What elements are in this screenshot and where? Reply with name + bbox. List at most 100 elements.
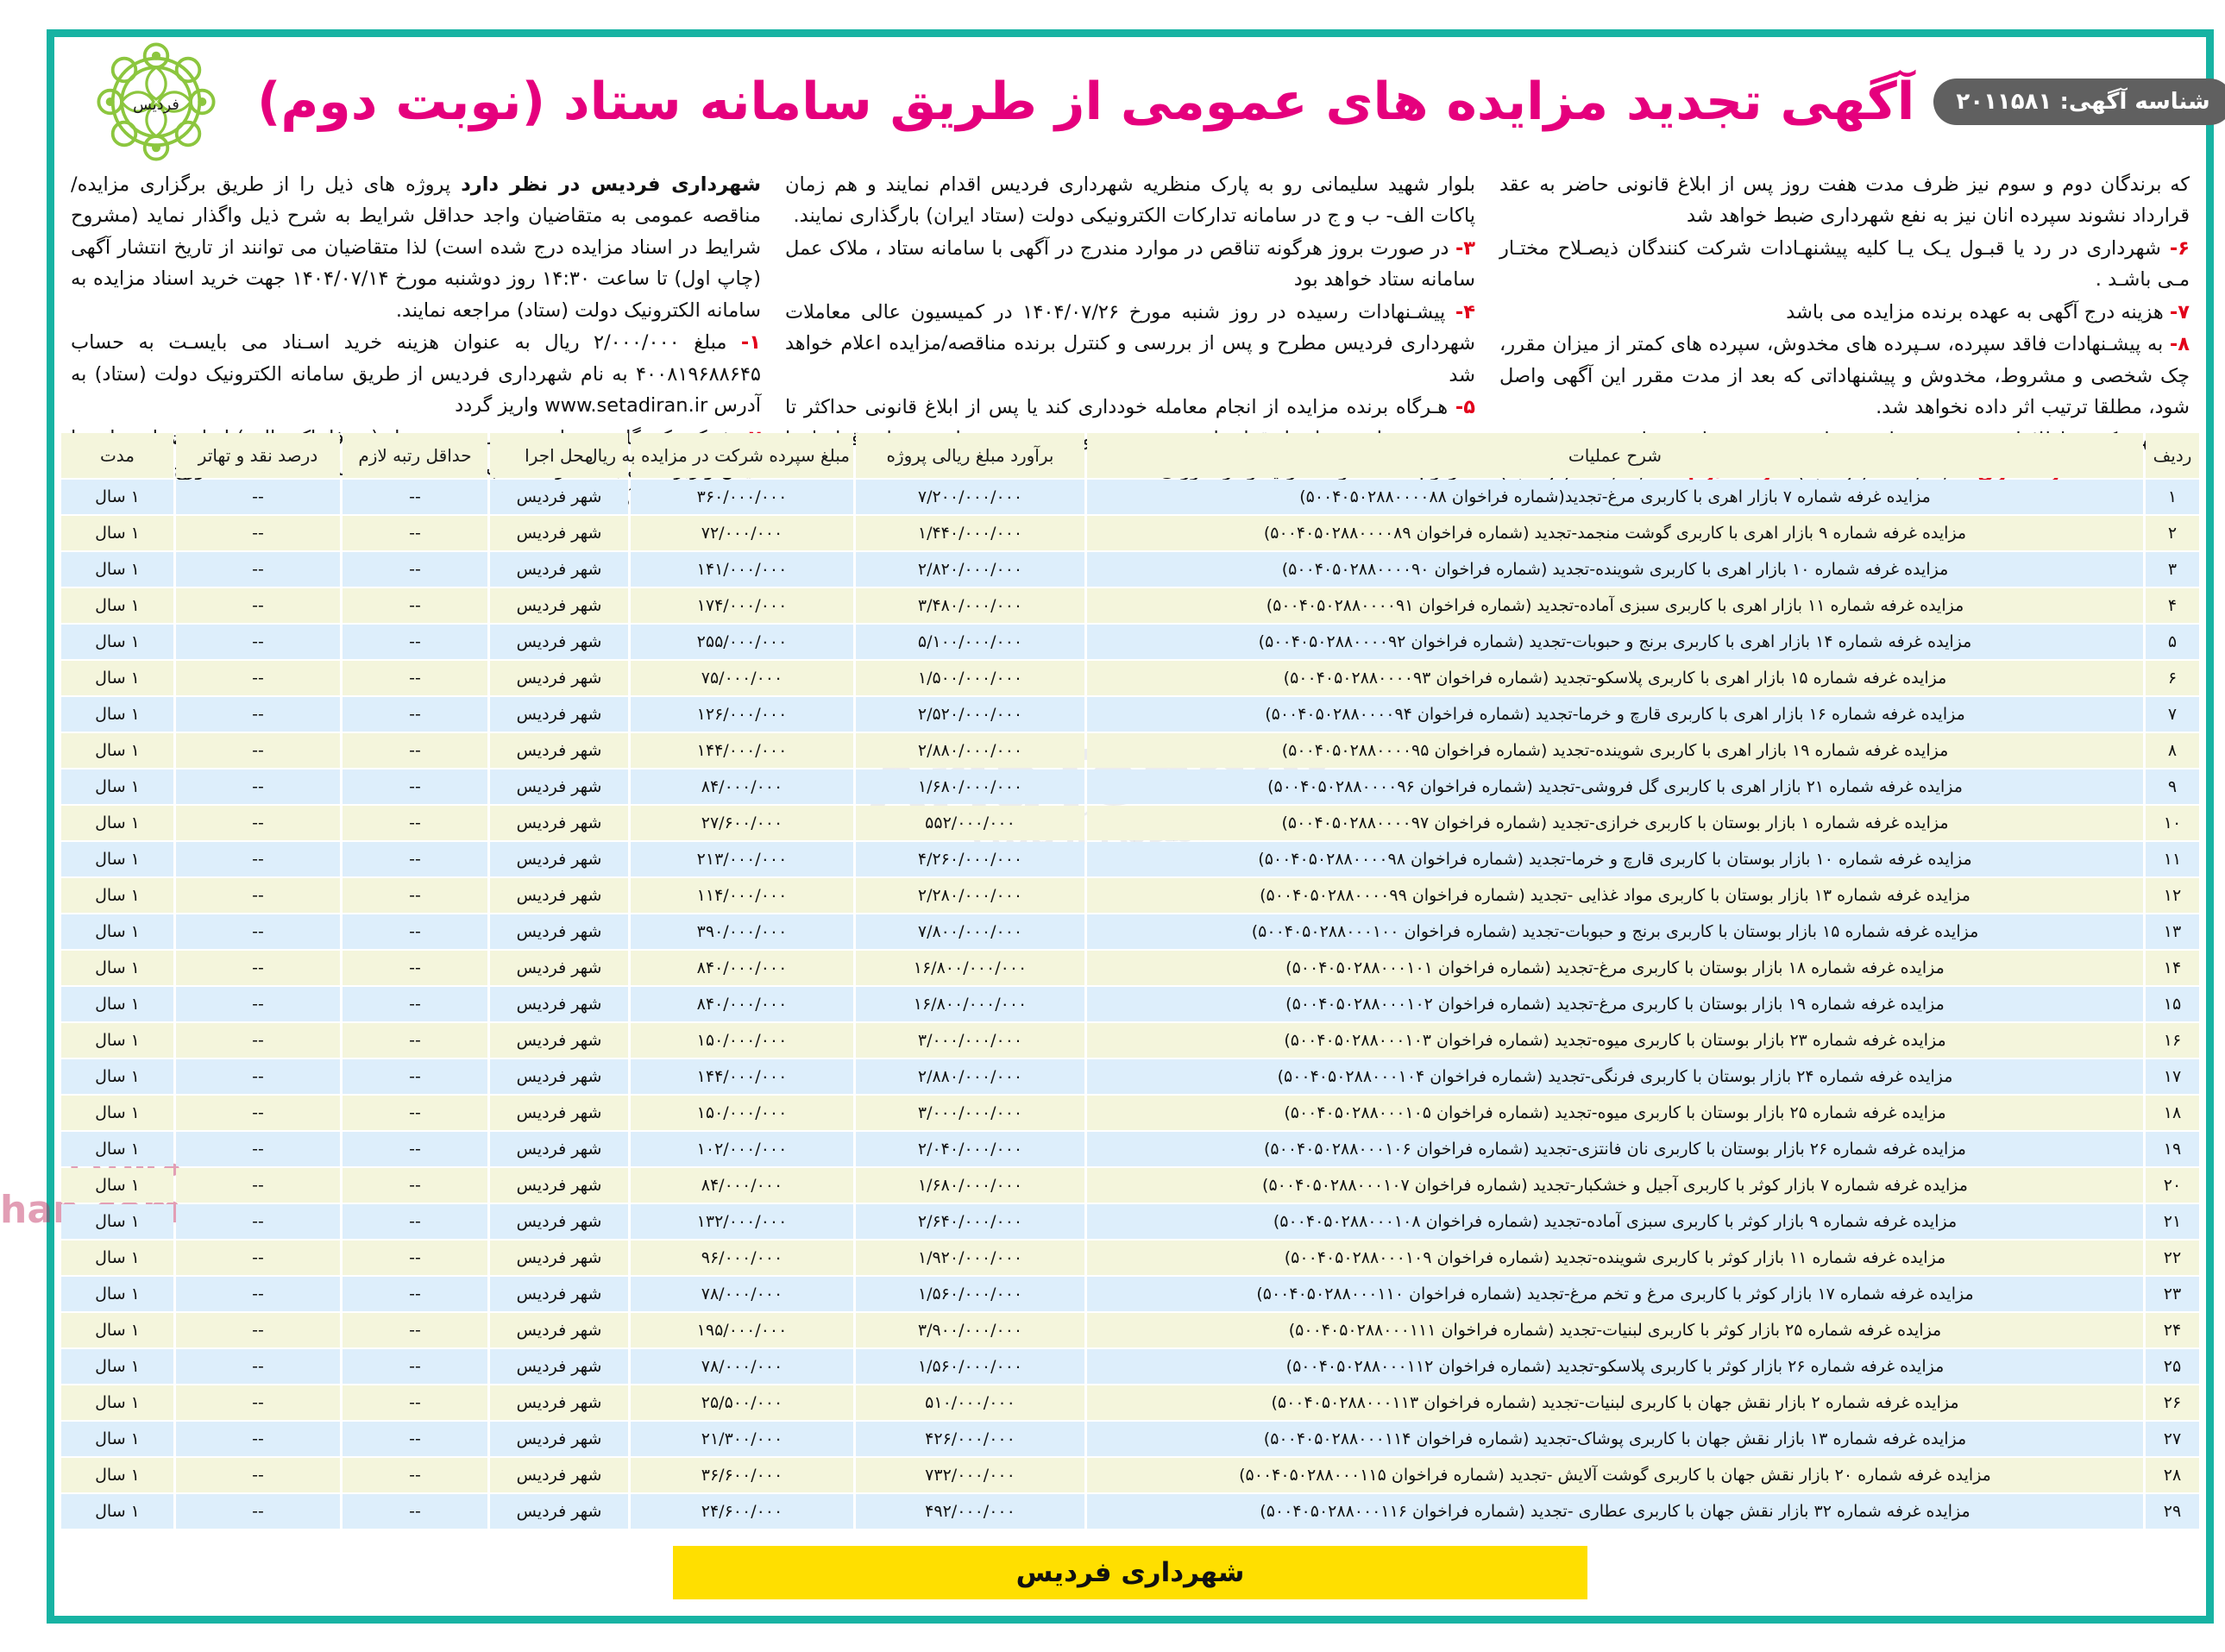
cell-estimate: ۱۶/۸۰۰/۰۰۰/۰۰۰ [839, 951, 1067, 985]
cell-cash-percent: -- [159, 733, 323, 768]
cell-description: مزایده غرفه شماره ۱۸ بازار بوستان با کار… [1070, 951, 2126, 985]
cell-description: مزایده غرفه شماره ۱۹ بازار اهری با کاربر… [1070, 733, 2126, 768]
cell-description: مزایده غرفه شماره ۲۴ بازار بوستان با کار… [1070, 1059, 2126, 1094]
announcement-id-badge: شناسه آگهی: ۲۰۱۱۵۸۱ [1916, 79, 2215, 125]
cell-estimate: ۲/۸۸۰/۰۰۰/۰۰۰ [839, 1059, 1067, 1094]
cell-deposit: ۱۲۶/۰۰۰/۰۰۰ [613, 697, 836, 732]
cell-duration: ۱ سال [44, 1313, 156, 1347]
cell-description: مزایده غرفه شماره ۲۵ بازار بوستان با کار… [1070, 1096, 2126, 1130]
table-row: ۳ مزایده غرفه شماره ۱۰ بازار اهری با کارب… [44, 552, 2182, 587]
cell-location: شهر فردیس [473, 733, 611, 768]
cell-location: شهر فردیس [473, 1458, 611, 1492]
cell-estimate: ۴/۲۶۰/۰۰۰/۰۰۰ [839, 842, 1067, 876]
table-body: ۱ مزایده غرفه شماره ۷ بازار اهری با کاربر… [44, 480, 2182, 1529]
cell-estimate: ۳/۹۰۰/۰۰۰/۰۰۰ [839, 1313, 1067, 1347]
cell-estimate: ۱۶/۸۰۰/۰۰۰/۰۰۰ [839, 987, 1067, 1021]
cell-estimate: ۲/۵۲۰/۰۰۰/۰۰۰ [839, 697, 1067, 732]
cell-description: مزایده غرفه شماره ۱۰ بازار اهری با کاربر… [1070, 552, 2126, 587]
cell-radif: ۲۶ [2128, 1385, 2182, 1420]
table-row: ۲۴ مزایده غرفه شماره ۲۵ بازار کوثر با کار… [44, 1313, 2182, 1347]
cell-location: شهر فردیس [473, 806, 611, 840]
cell-location: شهر فردیس [473, 987, 611, 1021]
cell-rank: -- [325, 1349, 470, 1384]
note-number: ۱- [724, 331, 744, 354]
table-row: ۲۱ مزایده غرفه شماره ۹ بازار کوثر با کارب… [44, 1204, 2182, 1239]
cell-description: مزایده غرفه شماره ۷ بازار کوثر با کاربری… [1070, 1168, 2126, 1203]
cell-cash-percent: -- [159, 552, 323, 587]
cell-duration: ۱ سال [44, 1132, 156, 1166]
note-item: که برندگان دوم و سوم نیز ظرف مدت هفت روز… [1482, 169, 2172, 232]
table-row: ۲۹ مزایده غرفه شماره ۳۲ بازار نقش جهان با… [44, 1494, 2182, 1529]
table-row: ۲۶ مزایده غرفه شماره ۲ بازار نقش جهان با … [44, 1385, 2182, 1420]
cell-estimate: ۱/۵۶۰/۰۰۰/۰۰۰ [839, 1277, 1067, 1311]
cell-location: شهر فردیس [473, 1385, 611, 1420]
cell-estimate: ۳/۰۰۰/۰۰۰/۰۰۰ [839, 1096, 1067, 1130]
cell-estimate: ۵۵۲/۰۰۰/۰۰۰ [839, 806, 1067, 840]
note-item: بلوار شهید سلیمانی رو به پارک منظریه شهر… [768, 169, 1458, 232]
cell-duration: ۱ سال [44, 588, 156, 623]
cell-cash-percent: -- [159, 516, 323, 550]
cell-description: مزایده غرفه شماره ۱۷ بازار کوثر با کاربر… [1070, 1277, 2126, 1311]
cell-radif: ۱۷ [2128, 1059, 2182, 1094]
note-number: ۵- [1438, 396, 1458, 418]
cell-deposit: ۱۴۴/۰۰۰/۰۰۰ [613, 733, 836, 768]
cell-duration: ۱ سال [44, 1458, 156, 1492]
cell-rank: -- [325, 1059, 470, 1094]
cell-rank: -- [325, 1132, 470, 1166]
cell-rank: -- [325, 1422, 470, 1456]
cell-radif: ۱۵ [2128, 987, 2182, 1021]
cell-estimate: ۵/۱۰۰/۰۰۰/۰۰۰ [839, 625, 1067, 659]
cell-rank: -- [325, 1204, 470, 1239]
cell-radif: ۲۰ [2128, 1168, 2182, 1203]
cell-deposit: ۳۶/۶۰۰/۰۰۰ [613, 1458, 836, 1492]
cell-deposit: ۲۱۳/۰۰۰/۰۰۰ [613, 842, 836, 876]
cell-estimate: ۳/۴۸۰/۰۰۰/۰۰۰ [839, 588, 1067, 623]
cell-deposit: ۲۵۵/۰۰۰/۰۰۰ [613, 625, 836, 659]
cell-rank: -- [325, 1458, 470, 1492]
cell-deposit: ۲۷/۶۰۰/۰۰۰ [613, 806, 836, 840]
cell-radif: ۴ [2128, 588, 2182, 623]
cell-deposit: ۱۵۰/۰۰۰/۰۰۰ [613, 1096, 836, 1130]
cell-location: شهر فردیس [473, 1023, 611, 1058]
cell-deposit: ۱۳۲/۰۰۰/۰۰۰ [613, 1204, 836, 1239]
table-row: ۱۱ مزایده غرفه شماره ۱۰ بازار بوستان با ک… [44, 842, 2182, 876]
cell-cash-percent: -- [159, 1277, 323, 1311]
cell-description: مزایده غرفه شماره ۱۵ بازار بوستان با کار… [1070, 914, 2126, 949]
cell-location: شهر فردیس [473, 1168, 611, 1203]
cell-description: مزایده غرفه شماره ۱۵ بازار اهری با کاربر… [1070, 661, 2126, 695]
cell-estimate: ۱/۶۸۰/۰۰۰/۰۰۰ [839, 769, 1067, 804]
page-title: آگهی تجدید مزایده های عمومی از طریق ساما… [240, 73, 1897, 130]
cell-location: شهر فردیس [473, 625, 611, 659]
cell-cash-percent: -- [159, 1096, 323, 1130]
table-row: ۲۲ مزایده غرفه شماره ۱۱ بازار کوثر با کار… [44, 1241, 2182, 1275]
cell-radif: ۲۳ [2128, 1277, 2182, 1311]
cell-duration: ۱ سال [44, 1168, 156, 1203]
fardis-rosette-logo-icon: فردیس [75, 38, 203, 166]
cell-cash-percent: -- [159, 1168, 323, 1203]
conditions-columns: شهرداری فردیس در نظر دارد پروژه های ذیل … [41, 169, 2184, 428]
column-header-duration: مدت [44, 433, 156, 478]
cell-description: مزایده غرفه شماره ۱۱ بازار اهری با کاربر… [1070, 588, 2126, 623]
cell-radif: ۱۸ [2128, 1096, 2182, 1130]
cell-rank: -- [325, 733, 470, 768]
cell-radif: ۲۴ [2128, 1313, 2182, 1347]
cell-rank: -- [325, 552, 470, 587]
cell-cash-percent: -- [159, 1385, 323, 1420]
page-root: فردیس آگهی تجدید مزایده های عمومی از طری… [0, 0, 2225, 1652]
cell-radif: ۵ [2128, 625, 2182, 659]
cell-duration: ۱ سال [44, 625, 156, 659]
table-row: ۱۴ مزایده غرفه شماره ۱۸ بازار بوستان با ک… [44, 951, 2182, 985]
cell-cash-percent: -- [159, 1349, 323, 1384]
cell-description: مزایده غرفه شماره ۲۱ بازار اهری با کاربر… [1070, 769, 2126, 804]
cell-duration: ۱ سال [44, 987, 156, 1021]
table-row: ۲۷ مزایده غرفه شماره ۱۳ بازار نقش جهان با… [44, 1422, 2182, 1456]
cell-cash-percent: -- [159, 1059, 323, 1094]
table-row: ۱ مزایده غرفه شماره ۷ بازار اهری با کاربر… [44, 480, 2182, 514]
cell-deposit: ۲۵/۵۰۰/۰۰۰ [613, 1385, 836, 1420]
table-row: ۱۰ مزایده غرفه شماره ۱ بازار بوستان با کا… [44, 806, 2182, 840]
note-text: به پیشـنهادات فاقد سپرده، سـپرده های مخد… [1482, 333, 2172, 418]
cell-deposit: ۲۱/۳۰۰/۰۰۰ [613, 1422, 836, 1456]
cell-deposit: ۹۶/۰۰۰/۰۰۰ [613, 1241, 836, 1275]
cell-estimate: ۴۹۲/۰۰۰/۰۰۰ [839, 1494, 1067, 1529]
cell-rank: -- [325, 661, 470, 695]
